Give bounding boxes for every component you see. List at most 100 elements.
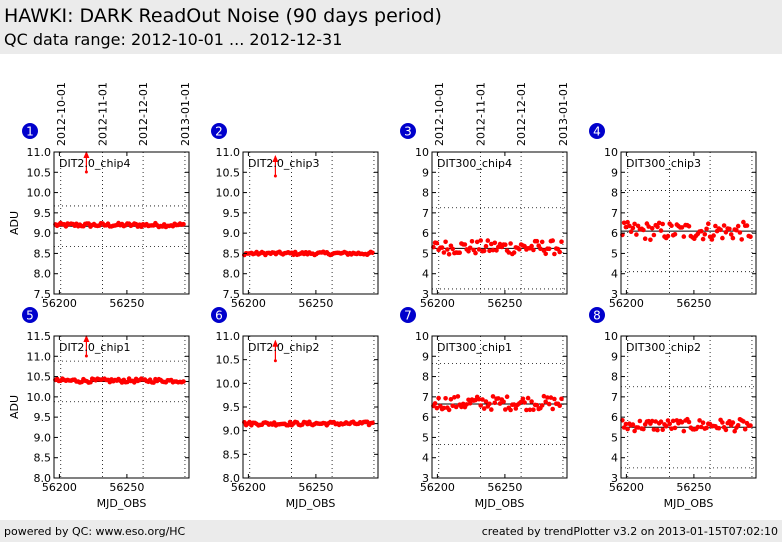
y-tick-label: 10 <box>415 146 429 159</box>
data-point <box>723 427 729 433</box>
x-tick-label: 56200 <box>609 481 644 494</box>
y-tick-label: 9.0 <box>34 431 52 444</box>
x-axis-label: MJD_OBS <box>286 497 336 510</box>
data-point <box>548 395 554 400</box>
y-tick-label: 10.0 <box>216 377 241 390</box>
data-point <box>546 246 552 252</box>
data-point <box>723 230 729 235</box>
y-tick-label: 9.0 <box>34 227 52 240</box>
data-point <box>660 427 665 433</box>
outlier-arrow <box>83 335 90 342</box>
y-tick-label: 10.0 <box>216 187 241 200</box>
data-point <box>492 240 498 246</box>
data-point <box>739 237 744 242</box>
y-tick-label: 8.5 <box>223 448 241 461</box>
y-tick-label: 10.5 <box>216 354 241 367</box>
x-tick-label: 56200 <box>420 481 455 494</box>
panel-label: DIT2.0_chip1 <box>59 341 130 354</box>
data-point <box>655 427 660 433</box>
outlier-arrow <box>272 339 279 347</box>
date-tick-label: 2012-11-01 <box>475 82 488 146</box>
y-tick-label: 8.5 <box>34 247 52 260</box>
data-point <box>621 425 627 430</box>
page-subtitle: QC data range: 2012-10-01 ... 2012-12-31 <box>4 30 343 49</box>
date-tick-label: 2012-10-01 <box>433 82 446 146</box>
data-point <box>508 241 513 246</box>
data-point <box>699 228 704 234</box>
data-point <box>478 238 484 243</box>
data-point <box>649 226 655 231</box>
y-tick-label: 5 <box>422 431 429 444</box>
y-axis-label: ADU <box>8 211 21 235</box>
y-tick-label: 5 <box>422 247 429 260</box>
data-point <box>466 249 471 254</box>
data-point <box>541 393 547 399</box>
y-tick-label: 11.0 <box>216 146 241 159</box>
data-point <box>679 225 685 230</box>
y-tick-label: 7.5 <box>223 288 241 301</box>
data-series <box>620 219 753 243</box>
plot-background <box>621 336 756 478</box>
data-point <box>503 242 508 247</box>
x-tick-label: 56250 <box>676 297 711 310</box>
data-point <box>487 248 492 254</box>
data-point <box>700 420 706 426</box>
y-tick-label: 10.0 <box>27 391 52 404</box>
data-point <box>681 234 687 239</box>
data-point <box>727 419 732 424</box>
y-tick-label: 11.0 <box>27 146 52 159</box>
plot-panel-5: 8.0 8.5 9.0 9.5 10.0 10.5 11.0 11.5 56200 56250 DI… <box>8 307 190 510</box>
data-point <box>511 402 517 407</box>
x-tick-label: 56250 <box>487 481 522 494</box>
y-tick-label: 7 <box>422 391 429 404</box>
data-point <box>730 420 736 425</box>
y-tick-label: 9.5 <box>223 401 241 414</box>
data-point <box>637 418 643 424</box>
data-point <box>623 224 629 230</box>
data-point <box>732 428 737 434</box>
panel-label: DIT300_chip2 <box>626 341 701 354</box>
data-point <box>545 395 550 400</box>
data-point <box>656 220 662 226</box>
panel-number-badge <box>22 123 38 139</box>
data-point <box>711 233 716 238</box>
x-tick-label: 56200 <box>42 297 77 310</box>
y-tick-label: 7 <box>611 391 618 404</box>
outlier-point <box>84 354 88 358</box>
y-tick-label: 9.0 <box>223 227 241 240</box>
y-tick-label: 4 <box>611 268 618 281</box>
data-point <box>513 406 519 411</box>
date-tick-label: 2013-01-01 <box>557 82 570 146</box>
data-point <box>728 232 734 237</box>
data-point <box>716 425 722 431</box>
y-tick-label: 8 <box>422 187 429 200</box>
panel-label: DIT2.0_chip2 <box>248 341 319 354</box>
data-point <box>506 250 512 255</box>
data-point <box>446 252 452 257</box>
data-point <box>550 406 555 412</box>
data-point <box>446 407 452 413</box>
data-point <box>651 427 657 432</box>
panel-number-badge <box>400 123 416 139</box>
data-point <box>504 394 510 400</box>
data-point <box>672 425 678 431</box>
data-point <box>181 221 186 227</box>
data-point <box>648 237 653 243</box>
data-point <box>660 221 665 227</box>
y-tick-label: 9 <box>611 350 618 363</box>
data-point <box>669 426 674 432</box>
y-tick-label: 7.5 <box>34 288 52 301</box>
data-point <box>642 236 648 241</box>
data-series <box>431 238 564 257</box>
y-tick-label: 7 <box>422 207 429 220</box>
data-point <box>741 419 746 424</box>
plot-panel-7: 3 4 5 6 7 8 9 10 56200 56250 DIT300_chip1 MJD_OBS 7 <box>400 307 568 510</box>
date-tick-label: 2013-01-01 <box>179 82 192 146</box>
data-point <box>632 428 637 434</box>
x-axis-label: MJD_OBS <box>664 497 714 510</box>
plot-frame <box>620 335 757 479</box>
data-point <box>706 221 711 226</box>
data-point <box>181 379 186 384</box>
page-title: HAWKI: DARK ReadOut Noise (90 days perio… <box>4 5 442 27</box>
plot-background <box>432 152 567 294</box>
